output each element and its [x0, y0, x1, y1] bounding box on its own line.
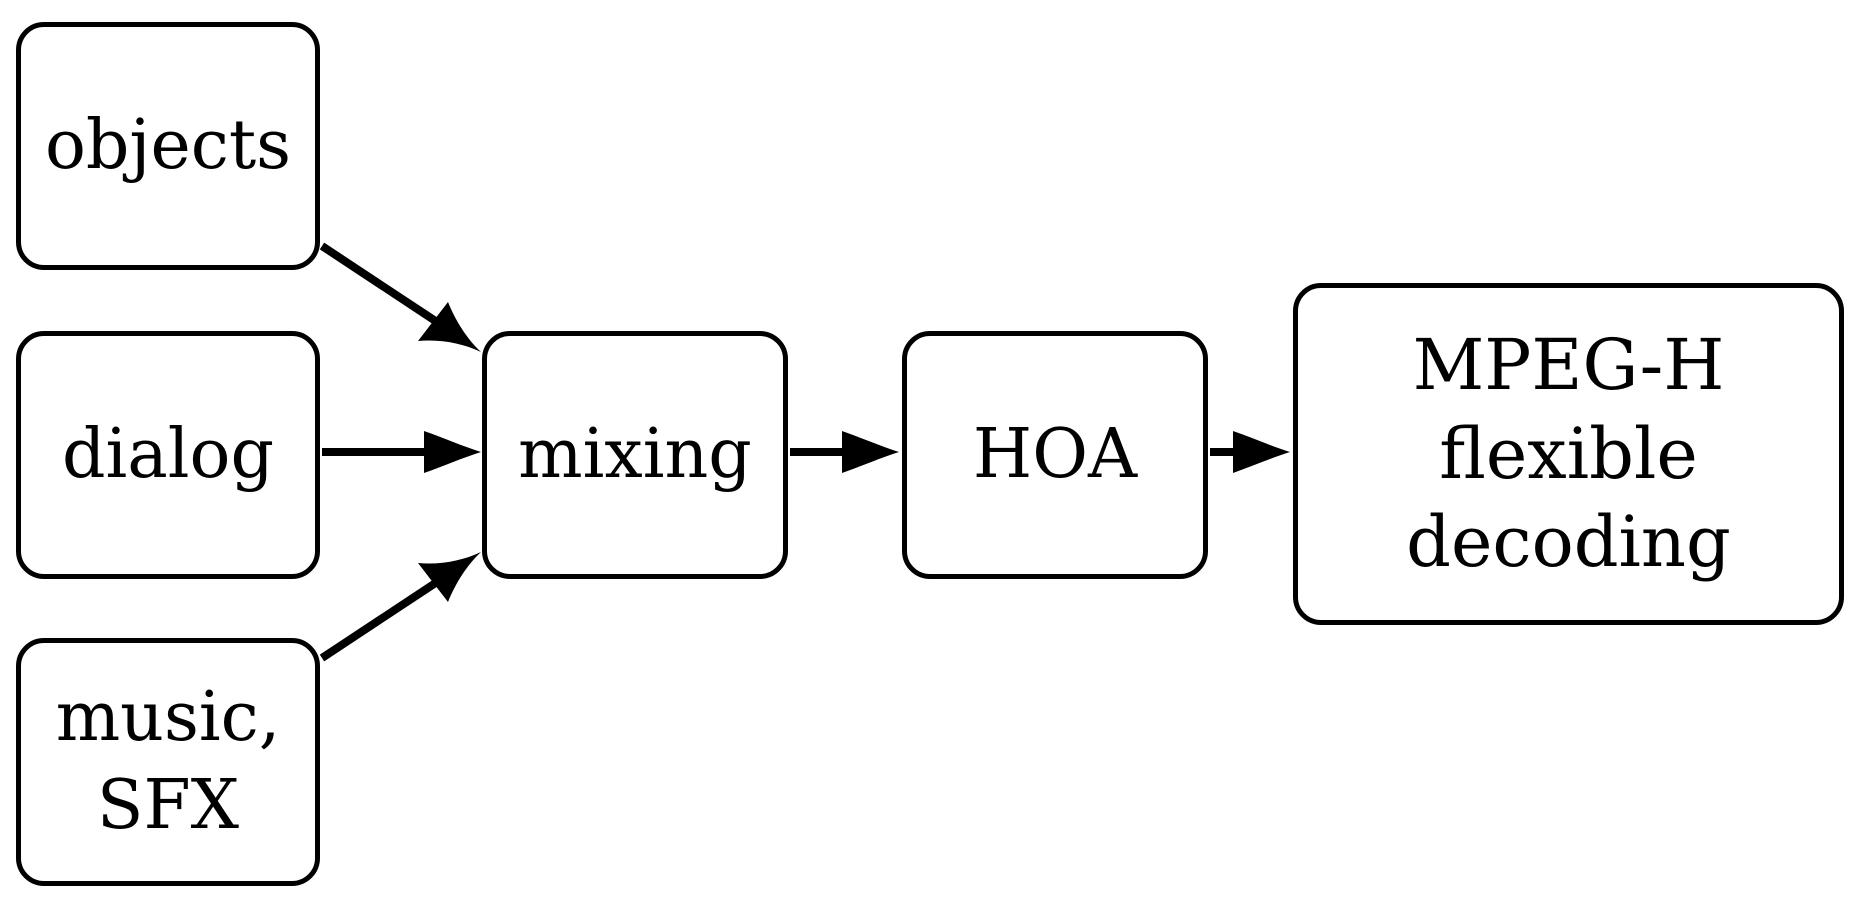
- node-dialog: dialog: [16, 331, 320, 579]
- edge-objects-to-mixing: [319, 242, 481, 352]
- node-mpegh-decoding: MPEG-H flexible decoding: [1293, 283, 1844, 625]
- edge-mixing-to-hoa: [790, 431, 899, 473]
- node-mpegh-label-line1: MPEG-H: [1412, 323, 1725, 406]
- node-music-label-line2: SFX: [96, 766, 240, 845]
- node-mpegh-label-line2: flexible: [1439, 412, 1698, 495]
- edge-music-to-mixing: [319, 552, 481, 662]
- edge-dialog-to-mixing: [322, 431, 481, 473]
- edge-hoa-to-mpegh: [1210, 431, 1290, 473]
- node-music-label-line1: music,: [55, 677, 281, 757]
- node-mpegh-text: MPEG-H flexible decoding: [1406, 321, 1731, 588]
- node-dialog-label: dialog: [61, 415, 275, 495]
- node-hoa-label: HOA: [972, 415, 1138, 495]
- node-mpegh-label-line3: decoding: [1406, 501, 1731, 584]
- node-objects-label: objects: [44, 106, 292, 186]
- node-music-sfx-text: music, SFX: [56, 674, 281, 851]
- node-hoa: HOA: [902, 331, 1208, 579]
- node-objects: objects: [16, 22, 320, 270]
- node-mixing: mixing: [482, 331, 788, 579]
- node-music-sfx: music, SFX: [16, 638, 320, 886]
- node-mixing-label: mixing: [518, 415, 752, 495]
